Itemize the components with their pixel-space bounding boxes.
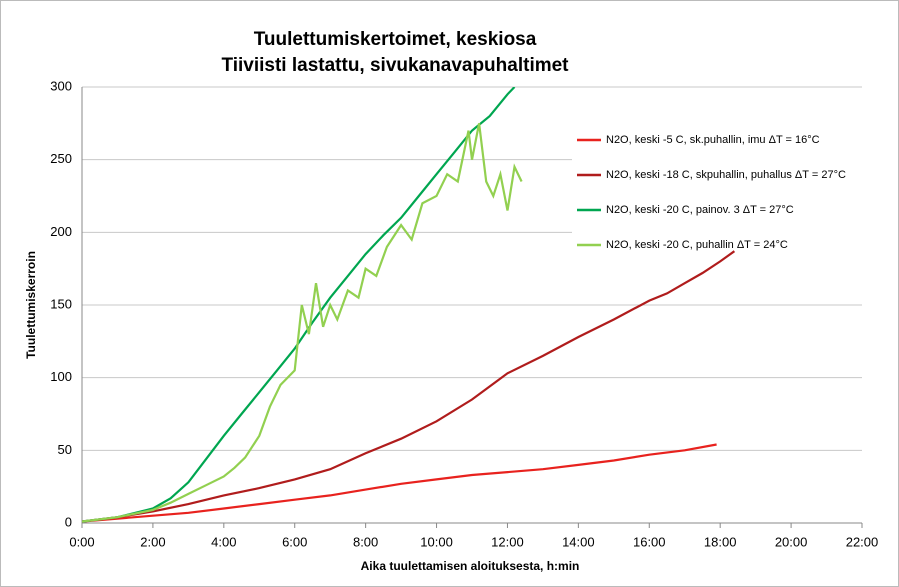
x-tick-label: 16:00 [633,534,666,549]
chart-subtitle: Tiiviisti lastattu, sivukanavapuhaltimet [221,55,569,76]
x-tick-label: 8:00 [353,534,378,549]
legend-text: N2O, keski -5 C, sk.puhallin, imu ΔT = 1… [606,134,820,146]
x-tick-label: 0:00 [69,534,94,549]
series-line [82,250,736,523]
y-tick-label: 300 [50,78,72,93]
series-line [82,123,523,523]
x-tick-label: 22:00 [846,534,879,549]
legend-text: N2O, keski -18 C, skpuhallin, puhallus Δ… [606,169,846,181]
legend-box [572,125,862,260]
y-tick-label: 150 [50,296,72,311]
x-tick-label: 6:00 [282,534,307,549]
y-tick-label: 50 [58,442,72,457]
x-tick-label: 14:00 [562,534,595,549]
x-tick-label: 12:00 [491,534,524,549]
y-tick-label: 100 [50,369,72,384]
legend-text: N2O, keski -20 C, painov. 3 ΔT = 27°C [606,204,794,216]
x-tick-label: 10:00 [420,534,453,549]
x-tick-label: 18:00 [704,534,737,549]
y-tick-label: 0 [65,514,72,529]
x-tick-label: 20:00 [775,534,808,549]
y-tick-label: 250 [50,151,72,166]
legend-text: N2O, keski -20 C, puhallin ΔT = 24°C [606,239,788,251]
series-line [82,443,717,523]
chart-title: Tuulettumiskertoimet, keskiosa [254,29,537,50]
x-tick-label: 4:00 [211,534,236,549]
y-tick-label: 200 [50,224,72,239]
x-axis-title: Aika tuulettamisen aloituksesta, h:min [361,559,580,573]
x-tick-label: 2:00 [140,534,165,549]
y-axis-title: Tuulettumiskerroin [24,251,38,359]
